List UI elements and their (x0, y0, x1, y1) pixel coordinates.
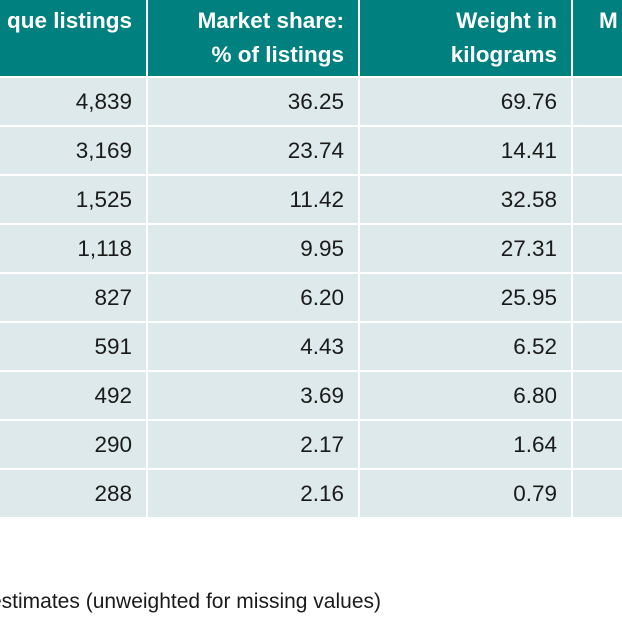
header-label: Weight in kilograms (451, 4, 557, 72)
table-cell (573, 323, 622, 370)
table-cell: 2.17 (300, 432, 344, 457)
table-row: 1,118 9.95 27.31 (0, 225, 622, 272)
table-cell (573, 372, 622, 419)
table-row: 3,169 23.74 14.41 (0, 127, 622, 174)
table-row: 492 3.69 6.80 (0, 372, 622, 419)
table-cell: 290 (94, 432, 132, 457)
header-line: Market share: (197, 8, 344, 33)
header-cell-1: que listings (0, 0, 146, 76)
table-row: 1,525 11.42 32.58 (0, 176, 622, 223)
table-cell: 27.31 (500, 236, 557, 261)
table-cell (573, 421, 622, 468)
table-cell: 0.79 (513, 481, 557, 506)
table-cell: 11.42 (289, 187, 344, 212)
table-cell: 3,169 (75, 138, 132, 163)
table-cell: 4,839 (75, 89, 132, 114)
header-label: M (599, 4, 618, 38)
table-cell: 9.95 (300, 236, 344, 261)
table-cell (573, 176, 622, 223)
table-cell: 14.41 (500, 138, 557, 163)
table-cell (573, 127, 622, 174)
table-cell (573, 470, 622, 517)
footnote: estimates (unweighted for missing values… (0, 590, 382, 613)
table-cell: 288 (94, 481, 132, 506)
header-label: Market share: % of listings (198, 4, 344, 72)
table-cell: 6.20 (300, 285, 344, 310)
table-cell: 6.80 (513, 383, 557, 408)
table-row: 288 2.16 0.79 (0, 470, 622, 517)
header-cell-2: Market share: % of listings (148, 0, 358, 76)
table-cell: 25.95 (500, 285, 557, 310)
table-cell: 1,118 (77, 236, 132, 261)
table-cell (573, 225, 622, 272)
table-cell (573, 78, 622, 125)
table-cell: 827 (94, 285, 132, 310)
column-divider (146, 0, 148, 518)
table-row: 827 6.20 25.95 (0, 274, 622, 321)
table-cell: 1,525 (75, 187, 132, 212)
header-line: que listings (6, 8, 132, 33)
table-cell: 32.58 (500, 187, 557, 212)
table-cell: 23.74 (287, 138, 344, 163)
table-row: 4,839 36.25 69.76 (0, 78, 622, 125)
header-line: % of listings (211, 42, 344, 67)
header-cell-3: Weight in kilograms (360, 0, 571, 76)
header-line: kilograms (450, 42, 557, 67)
header-label: que listings (7, 4, 132, 38)
table-row: 591 4.43 6.52 (0, 323, 622, 370)
column-divider (358, 0, 360, 518)
header-line: Weight in (456, 8, 557, 33)
table-row: 290 2.17 1.64 (0, 421, 622, 468)
column-divider (571, 0, 573, 518)
table-cell: 6.52 (513, 334, 557, 359)
table-cell: 4.43 (300, 334, 344, 359)
table-cell: 69.76 (500, 89, 557, 114)
header-cell-4: M (573, 0, 622, 76)
table-cell: 3.69 (300, 383, 344, 408)
table-cell: 36.25 (287, 89, 344, 114)
table-cell: 2.16 (300, 481, 344, 506)
header-line: M (599, 8, 618, 33)
table-cell (573, 274, 622, 321)
table-cell: 492 (94, 383, 132, 408)
table-cell: 591 (94, 334, 132, 359)
table-cell: 1.64 (513, 432, 557, 457)
